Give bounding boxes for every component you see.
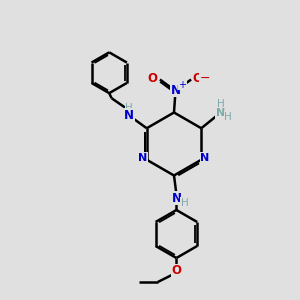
Text: H: H [181,197,189,208]
Text: N: N [171,192,182,205]
Text: N: N [124,109,134,122]
Text: O: O [171,264,182,278]
Text: H: H [125,103,133,113]
Text: N: N [139,153,148,163]
Text: O: O [147,71,158,85]
Text: N: N [170,84,181,97]
Text: +: + [178,80,186,90]
Text: H: H [217,99,224,109]
Text: N: N [200,153,209,163]
Text: N: N [216,108,225,118]
Text: H: H [224,112,232,122]
Text: −: − [200,71,210,85]
Text: O: O [193,71,203,85]
